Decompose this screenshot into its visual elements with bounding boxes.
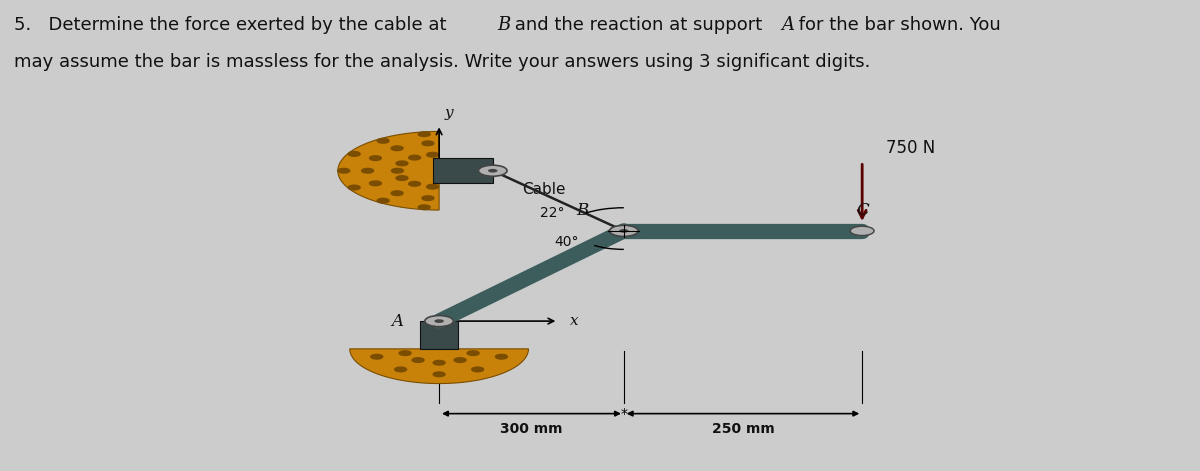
Circle shape <box>427 153 438 157</box>
Polygon shape <box>420 321 458 349</box>
Text: 22°: 22° <box>540 206 564 220</box>
Circle shape <box>370 181 382 186</box>
Text: 40°: 40° <box>554 236 578 250</box>
Circle shape <box>391 169 403 173</box>
Circle shape <box>409 155 420 160</box>
Text: for the bar shown. You: for the bar shown. You <box>793 16 1001 34</box>
Circle shape <box>395 367 407 372</box>
Circle shape <box>427 185 438 189</box>
Circle shape <box>619 229 629 233</box>
Circle shape <box>496 354 508 359</box>
Text: B: B <box>498 16 511 34</box>
Circle shape <box>610 225 638 236</box>
Text: C: C <box>857 203 869 219</box>
Circle shape <box>433 372 445 377</box>
Text: 250 mm: 250 mm <box>712 422 774 436</box>
Circle shape <box>361 169 373 173</box>
Text: 750 N: 750 N <box>886 139 935 157</box>
Circle shape <box>396 161 408 166</box>
Circle shape <box>434 319 444 323</box>
Circle shape <box>851 226 874 236</box>
Circle shape <box>348 152 360 156</box>
Text: 300 mm: 300 mm <box>500 422 563 436</box>
Circle shape <box>472 367 484 372</box>
Circle shape <box>419 205 430 210</box>
Circle shape <box>467 351 479 356</box>
Circle shape <box>400 351 412 356</box>
Circle shape <box>488 169 498 172</box>
Polygon shape <box>338 131 439 210</box>
Circle shape <box>377 198 389 203</box>
Text: *: * <box>620 406 628 421</box>
Circle shape <box>422 141 434 146</box>
Circle shape <box>425 316 454 327</box>
Circle shape <box>412 358 424 362</box>
Text: A: A <box>781 16 794 34</box>
Text: may assume the bar is massless for the analysis. Write your answers using 3 sign: may assume the bar is massless for the a… <box>13 53 870 71</box>
Text: A: A <box>391 313 403 330</box>
Circle shape <box>419 132 430 137</box>
Text: and the reaction at support: and the reaction at support <box>510 16 768 34</box>
Text: y: y <box>444 106 452 120</box>
Circle shape <box>396 176 408 180</box>
Circle shape <box>338 169 349 173</box>
Text: 5.   Determine the force exerted by the cable at: 5. Determine the force exerted by the ca… <box>13 16 452 34</box>
Polygon shape <box>433 158 493 183</box>
Circle shape <box>422 196 434 201</box>
Text: B: B <box>576 203 588 219</box>
Polygon shape <box>349 349 528 383</box>
Circle shape <box>348 185 360 190</box>
Circle shape <box>371 354 383 359</box>
Circle shape <box>433 360 445 365</box>
Text: Cable: Cable <box>522 182 566 197</box>
Text: x: x <box>570 314 578 328</box>
Circle shape <box>454 358 466 362</box>
Circle shape <box>409 181 420 186</box>
Circle shape <box>370 156 382 161</box>
Circle shape <box>479 165 508 176</box>
Circle shape <box>391 191 403 195</box>
Circle shape <box>391 146 403 151</box>
Circle shape <box>377 138 389 143</box>
